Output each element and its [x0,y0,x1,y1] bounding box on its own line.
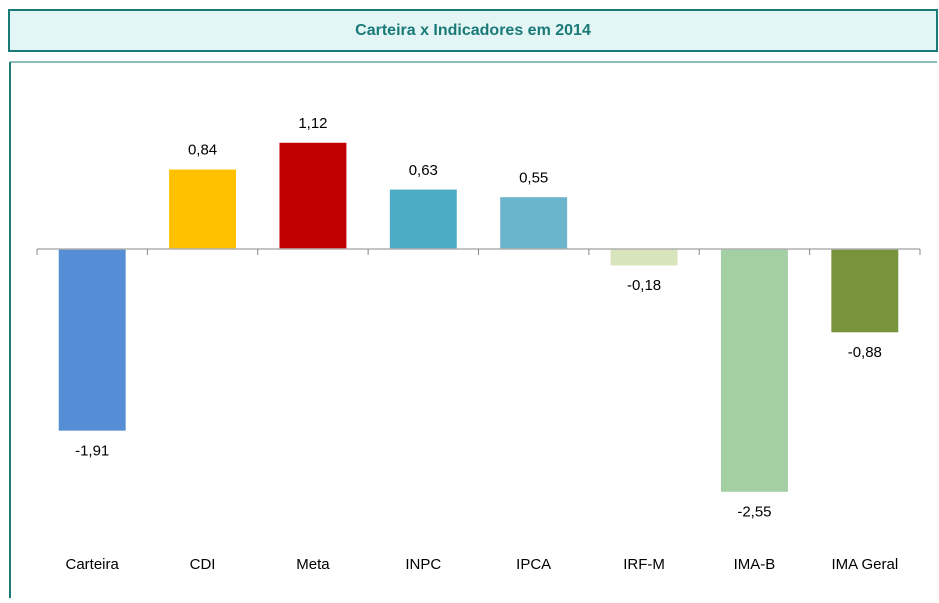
x-tick-label: Carteira [66,556,120,573]
x-tick-label: IRF-M [623,556,665,573]
x-tick-label: Meta [296,556,330,573]
bar [388,188,459,250]
value-label: -0,88 [848,344,882,361]
x-tick-label: CDI [190,556,216,573]
bar [719,248,790,494]
value-label: 0,55 [519,169,548,186]
value-label: 1,12 [298,115,327,132]
bar [167,168,238,250]
bar [277,141,348,250]
x-tick-label: IMA Geral [831,556,898,573]
bar [57,248,128,433]
bar [609,248,680,267]
value-label: -1,91 [75,442,109,459]
x-tick-label: INPC [405,556,441,573]
bar [829,248,900,334]
value-label: -0,18 [627,277,661,294]
value-label: -2,55 [737,503,771,520]
chart-title: Carteira x Indicadores em 2014 [355,22,591,39]
x-tick-label: IMA-B [734,556,776,573]
title-box [8,9,938,52]
value-label: 0,63 [409,162,438,179]
bar [498,195,569,250]
x-tick-label: IPCA [516,556,551,573]
value-label: 0,84 [188,142,217,159]
